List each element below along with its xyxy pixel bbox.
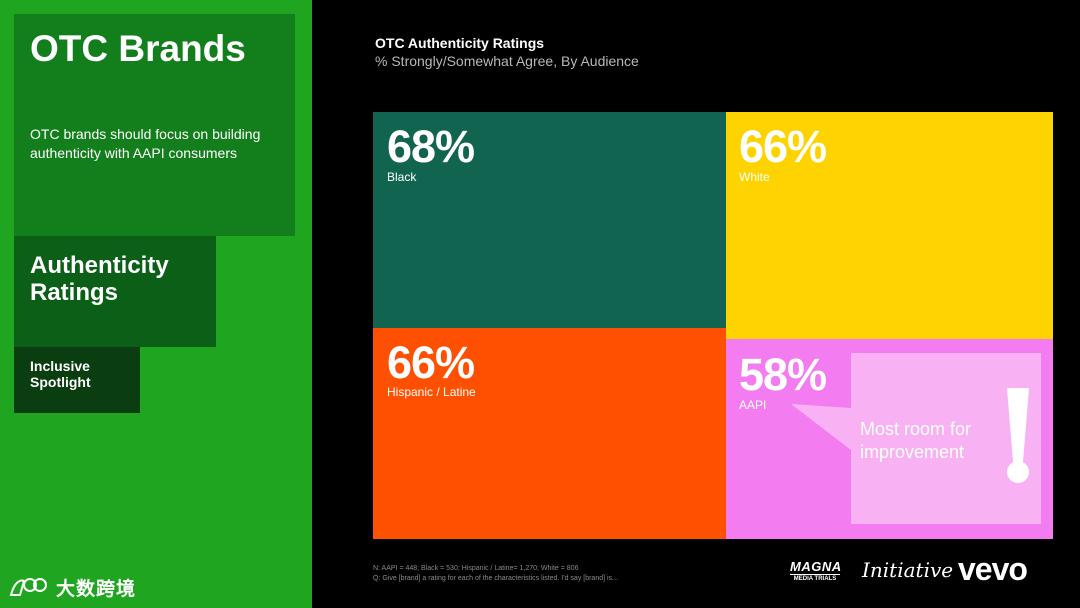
treemap-cell-hispanic — [373, 328, 726, 539]
footnote: N: AAPI = 448; Black = 530; Hispanic / L… — [373, 564, 773, 584]
chart-title: OTC Authenticity Ratings — [375, 35, 545, 51]
spotlight-label: Inclusive Spotlight — [30, 358, 91, 390]
page-subtitle: OTC brands should focus on building auth… — [30, 126, 261, 161]
callout-bubble — [791, 353, 1041, 524]
exclamation-icon — [1007, 388, 1029, 483]
watermark: 大数跨境 — [8, 574, 136, 600]
label-black: Black — [387, 170, 417, 184]
watermark-logo-icon — [9, 578, 47, 596]
label-aapi: AAPI — [739, 398, 767, 412]
label-white: White — [739, 170, 770, 184]
treemap-cell-black — [373, 112, 726, 328]
treemap-svg — [373, 112, 1053, 539]
vevo-logo: vevo — [958, 551, 1028, 587]
watermark-text: 大数跨境 — [56, 578, 137, 600]
title-box — [14, 14, 295, 236]
section-box — [14, 236, 216, 347]
spotlight-box — [14, 347, 140, 413]
treemap-chart — [373, 112, 1053, 539]
footnote-sample: N: AAPI = 448; Black = 530; Hispanic / L… — [373, 565, 579, 572]
initiative-logo: Initiative — [862, 558, 954, 582]
callout-text: Most room for improvement — [860, 419, 972, 462]
value-black: 68% — [387, 121, 475, 172]
chart-subtitle: % Strongly/Somewhat Agree, By Audience — [375, 53, 639, 69]
treemap-cell-white — [726, 112, 1053, 339]
value-aapi: 58% — [739, 349, 827, 400]
page-title: OTC Brands — [30, 28, 246, 69]
value-hispanic: 66% — [387, 337, 475, 388]
value-white: 66% — [739, 121, 827, 172]
magna-logo: MAGNA MEDIA TRIALS — [790, 559, 842, 582]
label-hispanic: Hispanic / Latine — [387, 385, 476, 399]
section-title: Authenticity Ratings — [30, 252, 169, 306]
footnote-question: Q: Give [brand] a rating for each of the… — [373, 575, 618, 582]
